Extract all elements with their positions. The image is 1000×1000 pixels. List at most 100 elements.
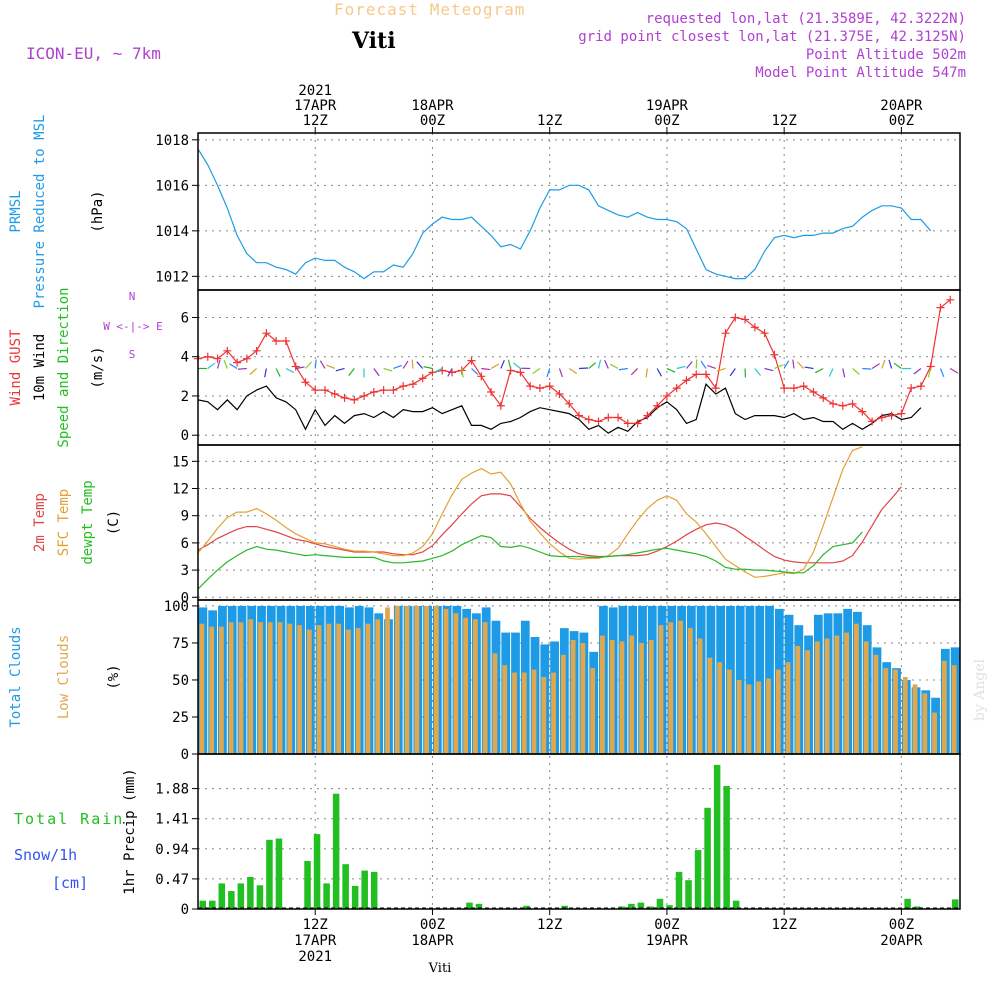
- low-cloud-bar: [424, 605, 429, 754]
- wind-direction-arrow: [630, 368, 639, 376]
- time-tick-label: 19APR: [646, 933, 689, 949]
- gust-marker: [672, 384, 681, 393]
- wind-direction-arrow: [676, 365, 686, 370]
- time-tick-label: 12Z: [537, 113, 562, 129]
- wind-direction-arrow: [402, 360, 409, 369]
- time-tick-label: 18APR: [411, 933, 454, 949]
- total-cloud-bar: [755, 605, 765, 754]
- precip-bar: [361, 870, 368, 909]
- meteogram-title: Forecast Meteogram: [334, 0, 526, 19]
- gust-marker: [760, 329, 769, 338]
- precip-bar: [713, 764, 721, 909]
- y-axis-label: SFC Temp: [56, 489, 72, 556]
- wind-direction-arrow: [305, 361, 313, 369]
- low-cloud-bar: [209, 626, 215, 754]
- wind-direction-arrow: [237, 367, 247, 370]
- panel-frame: [197, 289, 961, 446]
- precip-bar: [694, 850, 702, 909]
- precip-bar: [275, 838, 283, 909]
- gust-marker: [868, 417, 877, 426]
- wind-direction-arrow: [716, 367, 726, 372]
- y-axis-label: dewpt Temp: [80, 480, 96, 564]
- gust-marker: [565, 399, 574, 408]
- precip-axis-label: 1hr Precip (mm): [122, 768, 138, 894]
- precip-bar: [370, 871, 378, 909]
- wind-direction-arrow: [792, 359, 795, 369]
- low-cloud-bar: [707, 657, 713, 754]
- wind-direction-arrow: [700, 360, 707, 369]
- wind-direction-arrow: [264, 368, 267, 378]
- wind-direction-arrow: [604, 360, 609, 369]
- low-cloud-bar: [619, 641, 625, 754]
- y-tick-label: 0: [181, 902, 189, 918]
- precip-bar: [304, 860, 311, 909]
- y-tick-label: 1016: [155, 178, 189, 194]
- low-cloud-bar: [482, 622, 488, 754]
- y-axis-label: Wind GUST: [8, 329, 24, 405]
- gust-marker: [662, 391, 671, 400]
- gust-marker: [838, 401, 847, 410]
- wind-direction-arrow: [223, 359, 228, 369]
- gust-marker: [741, 315, 750, 324]
- wind-direction-arrow: [461, 368, 464, 378]
- y-axis-label: Speed and Direction: [56, 287, 72, 447]
- low-cloud-bar: [805, 650, 810, 754]
- low-cloud-bar: [834, 635, 840, 754]
- wind-direction-arrow: [249, 368, 258, 375]
- bottom-location-label: Viti: [428, 961, 452, 976]
- wind-direction-arrow: [927, 368, 932, 378]
- y-tick-label: 0: [181, 747, 189, 763]
- gust-marker: [721, 329, 730, 338]
- low-cloud-bar: [502, 665, 508, 754]
- precip-bar: [904, 898, 911, 909]
- wind-direction-arrow: [423, 366, 433, 370]
- precip-bar: [351, 885, 359, 909]
- gust-marker: [584, 415, 593, 424]
- low-cloud-bar: [228, 622, 234, 754]
- time-tick-label: 20APR: [880, 933, 923, 949]
- gust-marker: [711, 384, 720, 393]
- wind-direction-arrow: [490, 363, 500, 370]
- low-cloud-bar: [375, 619, 381, 754]
- time-tick-label: 12Z: [772, 917, 797, 933]
- wind-direction-arrow: [828, 368, 834, 377]
- wind-direction-arrow: [326, 364, 335, 370]
- wind-direction-arrow: [852, 368, 860, 375]
- low-cloud-bar: [238, 622, 244, 754]
- gust-marker: [916, 382, 925, 391]
- low-cloud-bar: [629, 635, 635, 754]
- y-tick-label: 0.94: [155, 842, 189, 858]
- wind-direction-arrow: [275, 368, 281, 377]
- precip-label-snow: Snow/1h: [14, 846, 77, 864]
- wind-direction-arrow: [783, 360, 790, 369]
- wind-direction-arrow: [314, 359, 317, 369]
- y-tick-label: 15: [172, 454, 189, 470]
- gust-marker: [369, 388, 378, 397]
- precip-bar: [723, 786, 730, 909]
- precip-bar: [523, 905, 530, 909]
- wind-direction-arrow: [774, 364, 783, 370]
- y-tick-label: 0: [181, 428, 189, 444]
- y-tick-label: 2: [181, 389, 189, 405]
- low-cloud-bar: [453, 613, 459, 754]
- low-cloud-bar: [365, 623, 371, 754]
- low-cloud-bar: [902, 677, 908, 754]
- gust-marker: [604, 413, 613, 422]
- wind-direction-arrow: [285, 367, 295, 374]
- low-cloud-bar: [414, 605, 420, 754]
- wind-direction-arrow: [229, 363, 238, 369]
- low-cloud-bar: [394, 605, 400, 754]
- low-cloud-bar: [863, 641, 869, 754]
- low-cloud-bar: [521, 672, 527, 754]
- wind-direction-arrow: [532, 367, 541, 375]
- low-cloud-bar: [697, 638, 703, 754]
- wind-direction-arrow: [588, 362, 597, 369]
- wind-direction-arrow: [216, 359, 221, 369]
- precip-bar: [237, 883, 245, 909]
- gust-marker: [643, 411, 652, 420]
- wind-direction-arrow: [862, 367, 872, 370]
- model-altitude: Model Point Altitude 547m: [755, 65, 966, 81]
- precip-bar: [704, 807, 711, 909]
- gust-marker: [330, 389, 339, 398]
